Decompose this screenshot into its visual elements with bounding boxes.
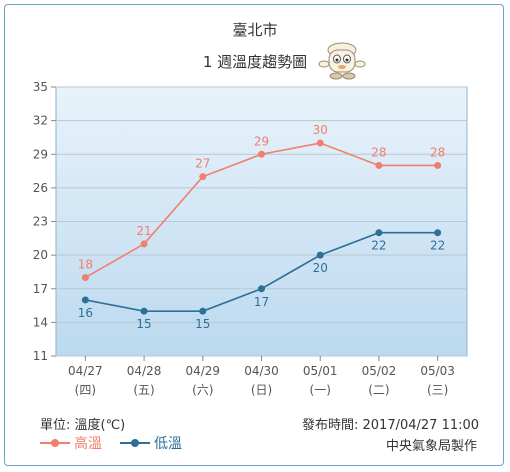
data-point-low <box>140 307 148 315</box>
data-point-low <box>81 296 89 304</box>
data-point-low <box>434 229 442 237</box>
x-weekday-label: (四) <box>75 383 96 397</box>
data-label-high: 21 <box>136 224 151 238</box>
x-tick-label: 05/02 <box>362 364 397 378</box>
data-label-low: 16 <box>78 306 93 320</box>
data-point-low <box>199 307 207 315</box>
data-point-high <box>316 139 324 147</box>
y-tick-label: 17 <box>33 282 48 296</box>
chart-title: 臺北市 <box>232 21 278 39</box>
x-tick-label: 04/30 <box>244 364 279 378</box>
published-time: 發布時間: 2017/04/27 11:00 <box>302 418 480 433</box>
data-point-high <box>199 173 207 181</box>
data-point-high <box>81 274 89 282</box>
data-point-high <box>258 150 265 158</box>
data-label-high: 30 <box>313 123 328 137</box>
x-weekday-label: (六) <box>192 383 213 397</box>
data-point-high <box>140 240 148 248</box>
x-tick-label: 04/29 <box>185 364 220 378</box>
data-point-low <box>375 229 383 237</box>
data-label-low: 17 <box>254 295 269 309</box>
legend-label-high: 高溫 <box>74 436 102 452</box>
x-tick-label: 04/27 <box>68 364 103 378</box>
chart-subtitle: 1 週溫度趨勢圖 <box>202 53 308 71</box>
y-tick-label: 11 <box>33 349 48 363</box>
y-tick-label: 35 <box>33 80 48 94</box>
x-tick-label: 05/01 <box>303 364 338 378</box>
legend-swatch-high <box>40 436 70 450</box>
data-label-low: 15 <box>195 317 210 331</box>
unit-label: 單位: 溫度(℃) <box>40 418 126 433</box>
data-point-high <box>434 161 442 169</box>
data-point-low <box>316 251 324 259</box>
legend-item-low[interactable]: 低溫 <box>120 433 182 453</box>
data-label-high: 28 <box>371 145 386 159</box>
y-tick-label: 20 <box>33 248 48 262</box>
x-weekday-label: (五) <box>133 383 154 397</box>
credit-label: 中央氣象局製作 <box>386 439 478 454</box>
x-weekday-label: (一) <box>310 383 331 397</box>
data-label-low: 20 <box>313 261 328 275</box>
data-label-low: 22 <box>430 239 445 253</box>
mascot-icon <box>318 42 366 80</box>
y-tick-label: 14 <box>33 315 48 329</box>
data-label-high: 27 <box>195 157 210 171</box>
legend-label-low: 低溫 <box>154 436 182 452</box>
data-label-high: 28 <box>430 145 445 159</box>
y-tick-label: 29 <box>33 147 48 161</box>
x-weekday-label: (二) <box>368 383 389 397</box>
legend-item-high[interactable]: 高溫 <box>40 433 102 453</box>
legend: 高溫 低溫 <box>40 433 200 453</box>
data-point-high <box>375 161 383 169</box>
legend-swatch-low <box>120 436 150 450</box>
x-tick-label: 04/28 <box>127 364 162 378</box>
data-label-low: 15 <box>136 317 151 331</box>
data-point-low <box>258 285 265 293</box>
x-tick-label: 05/03 <box>420 364 455 378</box>
x-weekday-label: (日) <box>251 383 272 397</box>
y-tick-label: 32 <box>33 114 48 128</box>
data-label-high: 18 <box>78 258 93 272</box>
y-tick-label: 26 <box>33 181 48 195</box>
x-weekday-label: (三) <box>427 383 448 397</box>
data-label-low: 22 <box>371 239 386 253</box>
data-label-high: 29 <box>254 134 269 148</box>
y-tick-label: 23 <box>33 215 48 229</box>
